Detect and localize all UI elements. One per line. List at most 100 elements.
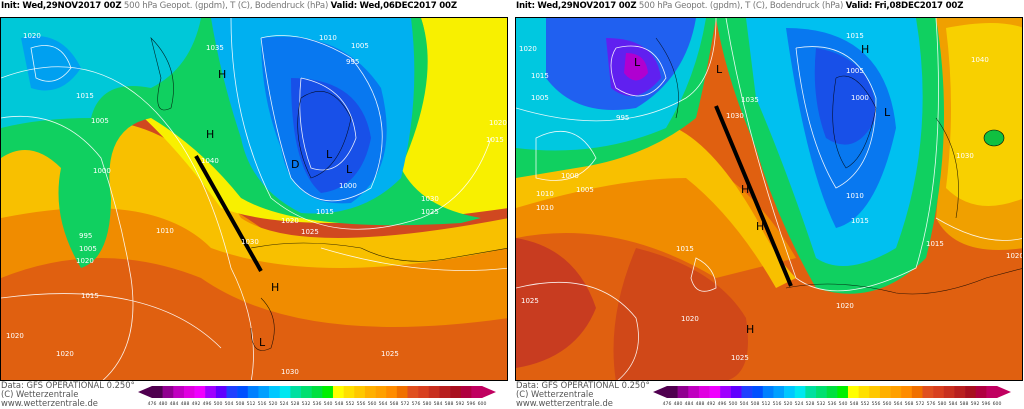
isobar-label: 1020	[1006, 252, 1023, 260]
scale-swatch	[922, 386, 934, 398]
scale-tick-label: 512	[762, 401, 771, 406]
scale-tick-label: 548	[335, 401, 344, 406]
scale-tick-label: 560	[883, 401, 892, 406]
scale-swatch	[965, 386, 977, 398]
pressure-marker: H	[746, 323, 754, 336]
scale-tick-label: 520	[269, 401, 278, 406]
scale-swatch	[173, 386, 185, 398]
right-footer: Data: GFS OPERATIONAL 0.250° (C) Wetterz…	[516, 380, 650, 409]
scale-swatch	[890, 386, 902, 398]
scale-tick-label: 564	[379, 401, 388, 406]
isobar-label: 1030	[726, 112, 744, 120]
scale-tick-label: 580	[938, 401, 947, 406]
isobar-label: 995	[616, 114, 629, 122]
isobar-label: 1020	[836, 302, 854, 310]
right-header: Init: Wed,29NOV2017 00Z 500 hPa Geopot. …	[516, 1, 963, 11]
isobar-label: 1005	[91, 117, 109, 125]
scale-swatch	[975, 386, 987, 398]
right-map-svg: 1020 1015 1005 1000 1010 995 1005 1010 1015 1…	[516, 18, 1023, 380]
pressure-marker: H	[218, 68, 226, 81]
init-time: Wed,29NOV2017 00Z	[537, 1, 637, 11]
scale-swatch	[364, 386, 376, 398]
scale-swatch	[858, 386, 870, 398]
website-link[interactable]: www.wetterzentrale.de	[516, 398, 613, 409]
color-scale-left: 476 480 484 488 492 496 500 504 508 512 516 520 524 5…	[138, 386, 496, 406]
website-link[interactable]: www.wetterzentrale.de	[1, 398, 98, 409]
scale-tick-label: 476	[148, 401, 157, 406]
isobar-label: 1000	[93, 167, 111, 175]
scale-tick-label: 552	[861, 401, 870, 406]
scale-tick-label: 584	[434, 401, 443, 406]
scale-swatch	[183, 386, 195, 398]
isobar-label: 1010	[536, 204, 554, 212]
scale-tick-label: 572	[401, 401, 410, 406]
scale-arrow-high	[482, 386, 496, 398]
valid-time: Wed,06DEC2017 00Z	[359, 1, 457, 11]
init-time: Wed,29NOV2017 00Z	[22, 1, 122, 11]
scale-tick-label: 520	[784, 401, 793, 406]
left-footer: Data: GFS OPERATIONAL 0.250° (C) Wetterz…	[1, 380, 135, 409]
isobar-label: 1020	[56, 350, 74, 358]
isobar-label: 1030	[956, 152, 974, 160]
scale-tick-label: 580	[423, 401, 432, 406]
isobar-label: 1025	[381, 350, 399, 358]
scale-tick-label: 508	[236, 401, 245, 406]
scale-tick-label: 536	[828, 401, 837, 406]
scale-swatch	[343, 386, 355, 398]
valid-label: Valid:	[330, 1, 357, 11]
chart-title: 500 hPa Geopot. (gpdm), T (C), Bodendruc…	[638, 1, 844, 11]
scale-tick-label: 488	[181, 401, 190, 406]
scale-tick-label: 568	[905, 401, 914, 406]
scale-tick-label: 528	[806, 401, 815, 406]
chart-title: 500 hPa Geopot. (gpdm), T (C), Bodendruc…	[123, 1, 329, 11]
copyright: (C) Wetterzentrale	[1, 389, 79, 400]
pressure-marker: H	[206, 128, 214, 141]
pressure-marker: H	[271, 281, 279, 294]
scale-tick-label: 516	[258, 401, 267, 406]
scale-tick-label: 524	[795, 401, 804, 406]
isobar-label: 1005	[79, 245, 97, 253]
pressure-marker: H	[861, 43, 869, 56]
valid-time: Fri,08DEC2017 00Z	[874, 1, 964, 11]
data-source: Data: GFS OPERATIONAL 0.250°	[1, 380, 135, 390]
scale-tick-label: 512	[247, 401, 256, 406]
scale-swatch	[226, 386, 238, 398]
scale-swatch	[386, 386, 398, 398]
isobar-label: 1025	[301, 228, 319, 236]
isobar-label: 1010	[846, 192, 864, 200]
scale-swatch	[375, 386, 387, 398]
left-header: Init: Wed,29NOV2017 00Z 500 hPa Geopot. …	[1, 1, 457, 11]
isobar-label: 1015	[926, 240, 944, 248]
scale-swatch	[688, 386, 700, 398]
scale-swatch	[460, 386, 472, 398]
scale-swatch	[450, 386, 462, 398]
scale-swatch	[194, 386, 206, 398]
scale-swatch	[847, 386, 859, 398]
scale-tick-label: 560	[368, 401, 377, 406]
scale-swatch	[752, 386, 764, 398]
scale-swatch	[869, 386, 881, 398]
isobar-label: 1010	[536, 190, 554, 198]
scale-tick-label: 508	[751, 401, 760, 406]
scale-tick-label: 596	[982, 401, 991, 406]
color-scale-right: 476 480 484 488 492 496 500 504 508 512 516 520 524 5…	[653, 386, 1011, 406]
scale-tick-label: 548	[850, 401, 859, 406]
pressure-marker: L	[326, 148, 333, 161]
front-line	[194, 155, 263, 272]
isobar-label: 995	[346, 58, 359, 66]
scale-tick-label: 588	[445, 401, 454, 406]
scale-swatch	[954, 386, 966, 398]
scale-tick-label: 600	[478, 401, 487, 406]
isobar-label: 1035	[741, 96, 759, 104]
scale-tick-label: 496	[203, 401, 212, 406]
isobar-label: 1015	[76, 92, 94, 100]
scale-tick-label: 596	[467, 401, 476, 406]
scale-swatch	[762, 386, 774, 398]
isobar-label: 1010	[319, 34, 337, 42]
scale-arrow-low	[653, 386, 667, 398]
isobar-label: 1000	[339, 182, 357, 190]
scale-arrow-high	[997, 386, 1011, 398]
scale-tick-label: 500	[729, 401, 738, 406]
isobar-label: 1015	[486, 136, 504, 144]
scale-swatch	[471, 386, 483, 398]
